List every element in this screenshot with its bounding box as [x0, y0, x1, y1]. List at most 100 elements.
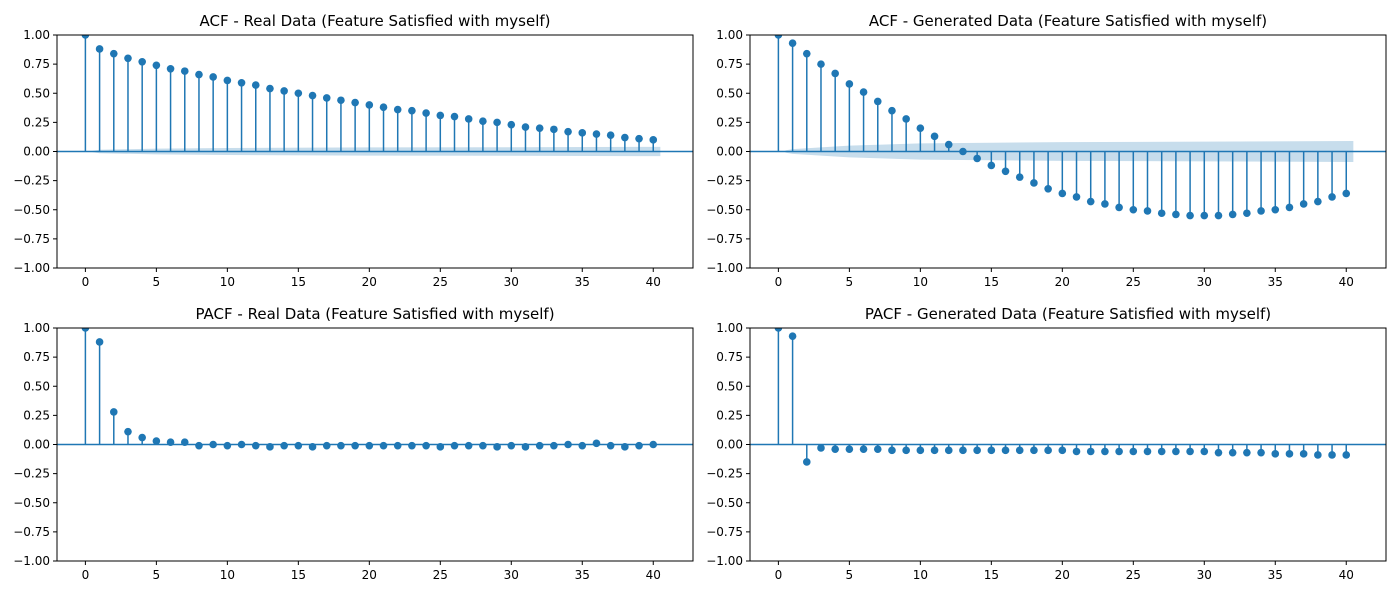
y-tick-label: −0.50 — [706, 496, 743, 510]
x-tick-label: 5 — [153, 275, 161, 289]
marker-lag-30 — [507, 441, 516, 450]
marker-lag-21 — [379, 103, 388, 112]
marker-lag-23 — [1101, 200, 1109, 208]
marker-lag-16 — [1001, 446, 1010, 455]
x-tick-label: 25 — [1126, 568, 1141, 582]
x-tick-label: 5 — [846, 568, 854, 582]
marker-lag-39 — [1328, 451, 1336, 459]
y-tick-label: −0.75 — [706, 232, 743, 246]
marker-lag-38 — [1314, 197, 1322, 206]
y-tick-label: 0.00 — [23, 145, 50, 159]
marker-lag-31 — [1214, 211, 1223, 220]
marker-lag-39 — [635, 441, 643, 450]
y-tick-label: 1.00 — [23, 321, 50, 335]
marker-lag-19 — [351, 441, 359, 450]
x-tick-label: 15 — [984, 275, 999, 289]
marker-lag-27 — [1157, 209, 1166, 218]
marker-lag-20 — [1058, 446, 1067, 455]
y-tick-label: −0.25 — [706, 174, 743, 188]
marker-lag-34 — [1257, 448, 1265, 457]
y-tick-label: 0.25 — [23, 408, 50, 422]
marker-lag-28 — [1172, 447, 1180, 456]
x-tick-label: 20 — [362, 275, 377, 289]
marker-lag-37 — [606, 131, 615, 139]
panel-title: ACF - Generated Data (Feature Satisfied … — [869, 12, 1267, 30]
marker-lag-25 — [436, 443, 445, 451]
marker-lag-40 — [649, 136, 658, 144]
marker-lag-24 — [422, 109, 430, 117]
marker-lag-15 — [294, 441, 303, 450]
marker-lag-5 — [152, 61, 161, 70]
marker-lag-4 — [138, 57, 146, 66]
y-tick-label: −0.75 — [706, 525, 743, 539]
marker-lag-14 — [280, 441, 288, 450]
marker-lag-18 — [1030, 179, 1038, 187]
marker-lag-5 — [845, 80, 854, 88]
x-tick-label: 40 — [646, 568, 661, 582]
marker-lag-38 — [621, 133, 629, 142]
y-tick-label: 1.00 — [716, 28, 743, 42]
marker-lag-18 — [337, 441, 345, 450]
y-tick-label: 0.50 — [716, 86, 743, 100]
marker-lag-21 — [379, 441, 388, 450]
marker-lag-32 — [535, 441, 544, 450]
marker-lag-13 — [266, 84, 274, 93]
marker-lag-11 — [930, 446, 939, 455]
marker-lag-24 — [1115, 447, 1123, 456]
marker-lag-19 — [351, 98, 359, 107]
marker-lag-39 — [635, 134, 643, 143]
y-tick-label: −0.50 — [706, 203, 743, 217]
y-tick-label: −0.75 — [13, 232, 50, 246]
y-tick-label: 0.00 — [716, 438, 743, 452]
marker-lag-31 — [521, 123, 530, 131]
marker-lag-2 — [109, 49, 118, 58]
marker-lag-3 — [817, 60, 825, 68]
y-tick-label: 0.75 — [23, 350, 50, 364]
marker-lag-18 — [1030, 446, 1038, 455]
marker-lag-29 — [493, 118, 501, 127]
marker-lag-34 — [1257, 207, 1265, 215]
marker-lag-9 — [902, 446, 910, 455]
x-tick-label: 0 — [775, 568, 783, 582]
panel-title: PACF - Real Data (Feature Satisfied with… — [195, 305, 554, 323]
x-tick-label: 15 — [984, 568, 999, 582]
marker-lag-34 — [564, 440, 572, 449]
marker-lag-19 — [1044, 184, 1052, 193]
marker-lag-34 — [564, 127, 572, 136]
marker-lag-31 — [1214, 448, 1223, 457]
x-tick-label: 30 — [1197, 568, 1212, 582]
marker-lag-1 — [788, 39, 797, 47]
marker-lag-39 — [1328, 193, 1336, 201]
y-tick-label: −0.25 — [13, 174, 50, 188]
x-tick-label: 30 — [1197, 275, 1212, 289]
y-tick-label: 1.00 — [716, 321, 743, 335]
x-tick-label: 35 — [575, 568, 590, 582]
y-tick-label: −0.75 — [13, 525, 50, 539]
marker-lag-22 — [393, 105, 402, 114]
marker-lag-33 — [1243, 209, 1251, 218]
marker-lag-9 — [902, 115, 910, 123]
marker-lag-26 — [1143, 447, 1152, 456]
marker-lag-18 — [337, 96, 345, 105]
marker-lag-1 — [95, 338, 104, 346]
marker-lag-29 — [1186, 211, 1194, 220]
marker-lag-17 — [1015, 173, 1024, 181]
marker-lag-0 — [81, 35, 90, 39]
marker-lag-35 — [578, 129, 587, 137]
x-tick-label: 25 — [433, 275, 448, 289]
marker-lag-13 — [959, 147, 967, 156]
marker-lag-38 — [621, 443, 629, 451]
marker-lag-23 — [408, 106, 416, 115]
marker-lag-28 — [479, 117, 487, 126]
marker-lag-1 — [95, 45, 104, 53]
x-tick-label: 0 — [775, 275, 783, 289]
y-tick-label: 0.50 — [23, 86, 50, 100]
x-tick-label: 10 — [913, 275, 928, 289]
marker-lag-12 — [944, 446, 953, 455]
x-tick-label: 10 — [220, 568, 235, 582]
marker-lag-28 — [1172, 210, 1180, 219]
marker-lag-30 — [507, 120, 516, 129]
marker-lag-8 — [195, 441, 203, 450]
plot-area — [57, 328, 693, 451]
